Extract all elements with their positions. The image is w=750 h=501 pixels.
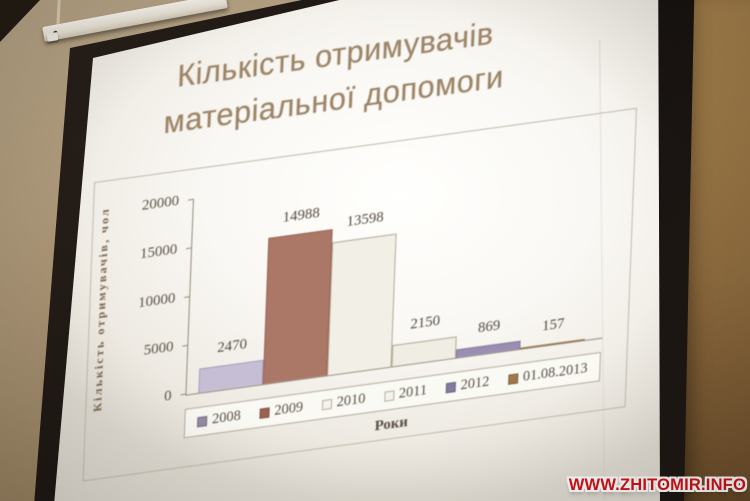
legend-label: 2012 xyxy=(460,373,490,394)
y-tick-mark xyxy=(184,295,191,298)
y-tick-label: 20000 xyxy=(141,192,180,214)
legend-label: 2009 xyxy=(274,398,304,419)
bar-value-label: 2470 xyxy=(216,336,248,357)
legend-item: 2011 xyxy=(383,381,428,405)
legend-label: 2011 xyxy=(398,381,428,402)
y-axis-title: Кількість отримувачів, чол xyxy=(90,206,112,413)
watermark: WWW.ZHITOMIR.INFO xyxy=(568,476,746,494)
bar-2008 xyxy=(198,360,264,393)
legend-swatch xyxy=(259,406,270,419)
plot-area: 2470 14988 13598 2150 869 157 xyxy=(180,142,611,396)
legend-swatch xyxy=(445,381,456,393)
bar-value-label: 13598 xyxy=(346,209,384,231)
legend-swatch xyxy=(383,389,395,402)
bar-01.08.2013 xyxy=(520,338,585,349)
y-tick-mark xyxy=(180,393,187,396)
y-tick-mark xyxy=(187,198,194,201)
top-left-corner-shadow xyxy=(0,0,40,42)
bar-2012 xyxy=(455,340,521,358)
legend-item: 2009 xyxy=(259,399,303,422)
legend-swatch xyxy=(321,398,332,410)
legend-swatch xyxy=(197,415,208,427)
bar-2009 xyxy=(262,229,333,385)
bars-row: 2470 14988 13598 2150 869 157 xyxy=(198,145,592,393)
chart-frame: Кількість отримувачів, чол 0 5000 10000 150… xyxy=(82,107,637,482)
bar-2010 xyxy=(327,234,397,376)
y-tick-mark xyxy=(186,246,193,250)
y-tick-label: 0 xyxy=(163,387,172,405)
y-tick-label: 15000 xyxy=(139,241,178,263)
presentation-slide: Кількість отримувачів матеріальної допом… xyxy=(50,0,678,501)
legend-label: 2008 xyxy=(211,407,242,428)
bar-value-label: 157 xyxy=(541,314,565,335)
bar-slot: 13598 xyxy=(327,172,399,376)
legend-item: 01.08.2013 xyxy=(507,359,588,388)
housing-bracket xyxy=(46,32,59,42)
legend-label: 01.08.2013 xyxy=(522,359,588,385)
bar-slot: 14988 xyxy=(262,180,335,385)
legend-label: 2010 xyxy=(336,390,366,411)
legend-item: 2008 xyxy=(197,407,241,430)
y-axis-ticks: 0 5000 10000 15000 20000 xyxy=(126,193,187,405)
y-tick-label: 10000 xyxy=(137,290,176,312)
legend-item: 2012 xyxy=(445,373,490,396)
legend-swatch xyxy=(507,372,519,385)
bar-slot: 157 xyxy=(520,145,592,349)
legend-item: 2010 xyxy=(321,390,366,413)
y-tick-mark xyxy=(182,344,189,347)
y-tick-label: 5000 xyxy=(143,338,174,360)
